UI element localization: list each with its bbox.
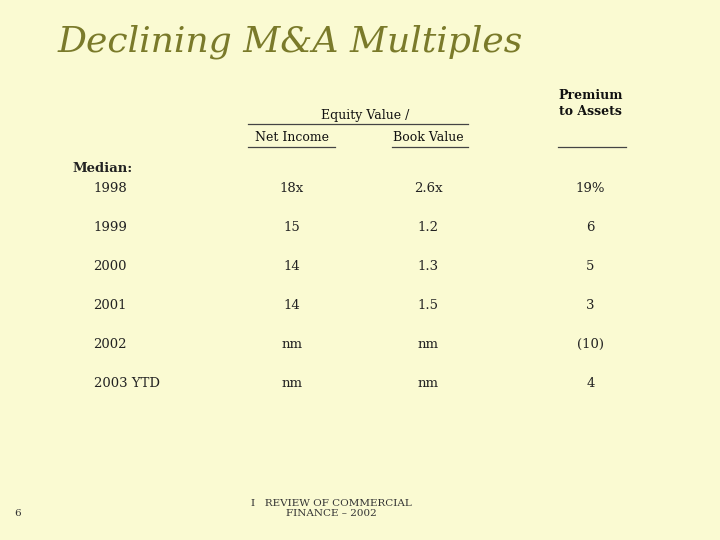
Text: Median:: Median: <box>72 162 132 175</box>
Text: 1.2: 1.2 <box>418 221 439 234</box>
Text: 2003 YTD: 2003 YTD <box>94 377 160 390</box>
Text: 3: 3 <box>586 299 595 312</box>
Text: 14: 14 <box>283 260 300 273</box>
Text: 19%: 19% <box>576 183 605 195</box>
Text: Net Income: Net Income <box>255 131 328 144</box>
Text: 2000: 2000 <box>94 260 127 273</box>
Text: nm: nm <box>281 377 302 390</box>
Text: nm: nm <box>418 338 439 351</box>
Text: 6: 6 <box>14 509 21 518</box>
Text: I   REVIEW OF COMMERCIAL
FINANCE – 2002: I REVIEW OF COMMERCIAL FINANCE – 2002 <box>251 499 412 518</box>
Text: (10): (10) <box>577 338 604 351</box>
Text: nm: nm <box>418 377 439 390</box>
Text: 4: 4 <box>586 377 595 390</box>
Text: 1.3: 1.3 <box>418 260 439 273</box>
Text: Equity Value /: Equity Value / <box>321 109 410 122</box>
Text: nm: nm <box>281 338 302 351</box>
Text: 6: 6 <box>586 221 595 234</box>
Text: 5: 5 <box>586 260 595 273</box>
Text: 1.5: 1.5 <box>418 299 439 312</box>
Text: 15: 15 <box>283 221 300 234</box>
Text: 1998: 1998 <box>94 183 127 195</box>
Text: 2001: 2001 <box>94 299 127 312</box>
Text: 1999: 1999 <box>94 221 127 234</box>
Text: Book Value: Book Value <box>393 131 464 144</box>
Text: Declining M&A Multiples: Declining M&A Multiples <box>58 24 523 59</box>
Text: 2.6x: 2.6x <box>414 183 443 195</box>
Text: 18x: 18x <box>279 183 304 195</box>
Text: Premium
to Assets: Premium to Assets <box>558 89 623 118</box>
Text: 14: 14 <box>283 299 300 312</box>
Text: 2002: 2002 <box>94 338 127 351</box>
